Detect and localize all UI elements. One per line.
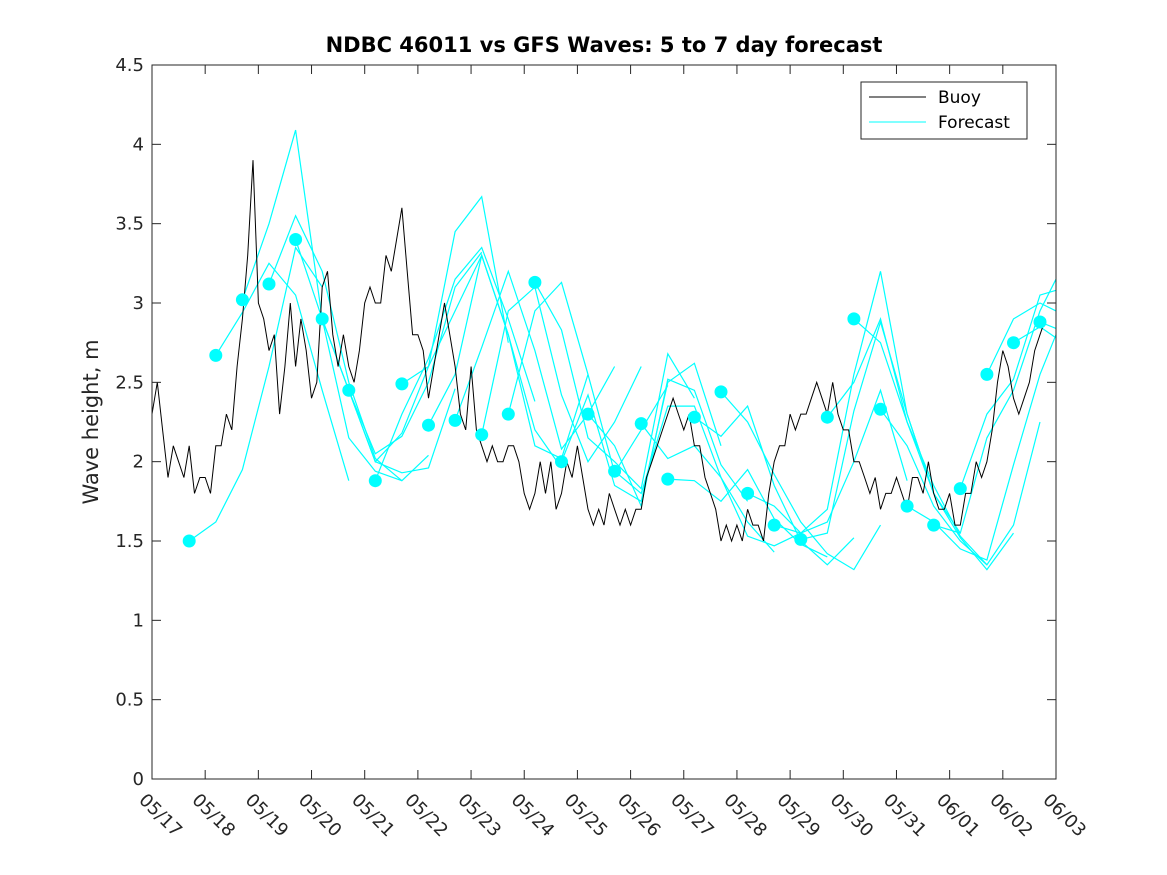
forecast-start-marker-13 — [501, 407, 515, 421]
y-tick-label-8: 4 — [133, 134, 144, 155]
y-tick-label-0: 0 — [133, 769, 144, 790]
forecast-start-marker-21 — [714, 385, 728, 399]
forecast-start-marker-29 — [927, 518, 941, 532]
forecast-start-marker-32 — [1007, 336, 1020, 350]
forecast-line-21 — [720, 391, 882, 571]
forecast-line-16 — [587, 378, 749, 509]
forecast-start-marker-19 — [661, 472, 675, 486]
forecast-start-marker-16 — [581, 407, 595, 421]
forecast-line-31 — [986, 302, 1057, 375]
y-tick-label-7: 3.5 — [115, 214, 144, 235]
forecast-start-marker-9 — [395, 377, 409, 391]
buoy-line — [151, 160, 1046, 543]
y-tick-label-6: 3 — [133, 293, 144, 314]
plot-frame — [151, 64, 1057, 780]
forecast-line-2 — [215, 262, 350, 481]
legend-box — [860, 81, 1028, 140]
forecast-start-marker-17 — [608, 464, 622, 478]
forecast-start-marker-23 — [767, 518, 781, 532]
forecast-start-marker-10 — [422, 418, 435, 432]
forecast-start-marker-25 — [820, 410, 834, 424]
series-layer — [151, 129, 1057, 571]
y-tick-label-3: 1.5 — [115, 531, 144, 552]
forecast-start-marker-30 — [953, 482, 967, 496]
forecast-start-marker-2 — [209, 348, 223, 362]
y-tick-label-9: 4.5 — [115, 55, 144, 76]
forecast-start-marker-22 — [741, 486, 755, 500]
forecast-start-marker-27 — [874, 402, 887, 416]
y-tick-label-1: 0.5 — [115, 690, 144, 711]
forecast-start-marker-4 — [262, 277, 276, 291]
forecast-start-marker-15 — [555, 455, 568, 469]
forecast-line-30 — [959, 289, 1057, 489]
y-axis-label: Wave height, m — [79, 339, 103, 504]
forecast-line-27 — [880, 408, 1041, 566]
y-tick-label-2: 1 — [133, 610, 144, 631]
forecast-start-marker-14 — [528, 275, 542, 289]
legend: Buoy Forecast — [860, 81, 1028, 140]
forecast-line-8 — [374, 246, 536, 481]
forecast-start-marker-33 — [1033, 315, 1047, 329]
forecast-start-marker-1 — [182, 534, 196, 548]
forecast-line-14 — [534, 282, 695, 490]
forecast-line-4 — [268, 214, 429, 482]
forecast-start-marker-31 — [980, 367, 994, 381]
forecast-start-marker-7 — [342, 383, 356, 397]
plot-area — [152, 65, 1056, 779]
forecast-start-marker-18 — [634, 417, 648, 431]
forecast-line-20 — [694, 404, 855, 566]
legend-forecast-label: Forecast — [938, 113, 1010, 133]
forecast-start-marker-20 — [687, 410, 701, 424]
forecast-start-marker-28 — [900, 499, 914, 513]
forecast-line-15 — [560, 362, 722, 503]
forecast-start-marker-5 — [289, 233, 303, 246]
chart-title: NDBC 46011 vs GFS Waves: 5 to 7 day fore… — [326, 33, 883, 57]
y-tick-label-4: 2 — [133, 452, 144, 473]
forecast-line-18 — [640, 423, 802, 547]
forecast-start-marker-24 — [794, 532, 808, 546]
forecast-line-17 — [614, 405, 775, 553]
forecast-line-29 — [933, 278, 1057, 534]
forecast-start-marker-8 — [368, 474, 382, 488]
forecast-start-marker-11 — [448, 413, 462, 427]
forecast-start-marker-12 — [475, 428, 489, 442]
forecast-line-12 — [481, 285, 642, 463]
legend-buoy-label: Buoy — [938, 88, 981, 108]
forecast-start-marker-3 — [235, 293, 249, 307]
y-tick-label-5: 2.5 — [115, 372, 144, 393]
forecast-line-22 — [747, 388, 908, 534]
forecast-start-marker-6 — [315, 312, 329, 326]
forecast-start-marker-26 — [847, 312, 861, 326]
